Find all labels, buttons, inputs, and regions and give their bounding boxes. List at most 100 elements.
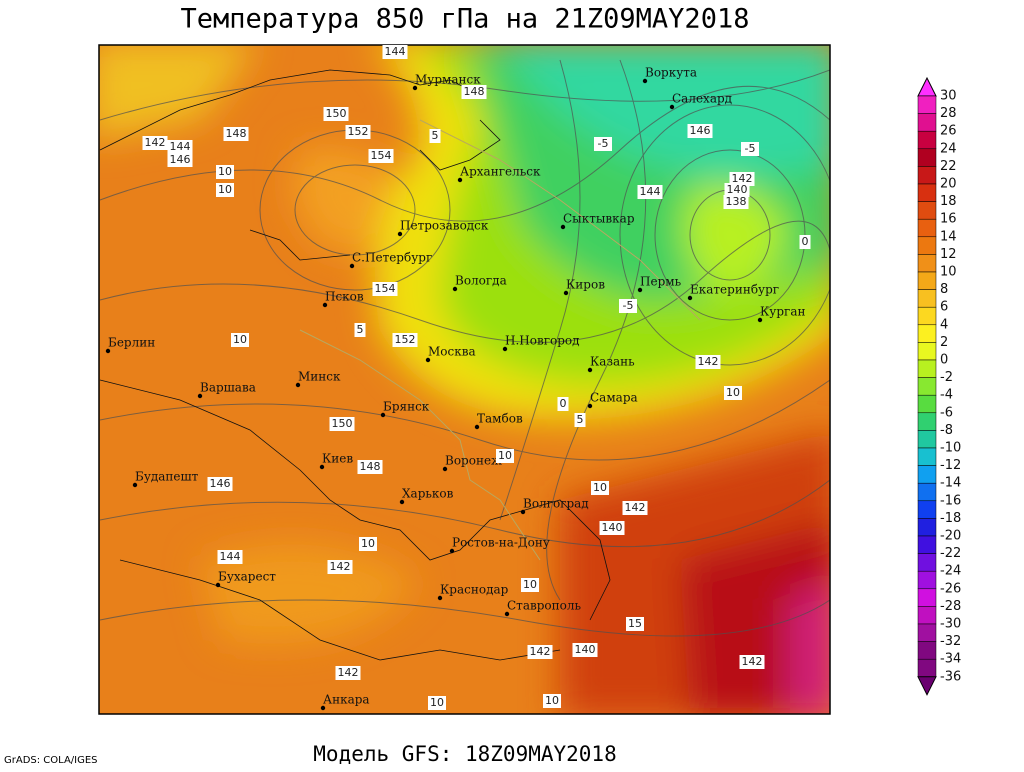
contour-label: 0 <box>802 235 809 248</box>
contour-label-box <box>461 85 487 99</box>
city-label: Ростов-на-Дону <box>452 536 550 550</box>
city-dot <box>560 224 566 230</box>
contour-label: 10 <box>218 165 232 178</box>
contour-label: 10 <box>361 537 375 550</box>
contour-label: 142 <box>338 666 359 679</box>
legend-label: 6 <box>940 300 948 315</box>
contour-label: 144 <box>385 45 406 58</box>
city-label: Воронеж <box>445 454 502 468</box>
legend-label: -14 <box>940 476 961 491</box>
legend-label: 16 <box>940 212 957 227</box>
legend-label: -36 <box>940 669 961 684</box>
city-label: Берлин <box>108 336 155 350</box>
contour-label-box <box>167 153 193 167</box>
contour-label-box <box>591 481 609 495</box>
colorbar-cell <box>917 148 937 167</box>
contour-label: 152 <box>348 125 369 138</box>
city-label: Брянск <box>383 400 430 414</box>
contour-label-box <box>724 183 750 197</box>
model-label: Модель GFS: 18Z09MAY2018 <box>313 742 616 766</box>
contour-label-box <box>622 501 648 515</box>
city-label: Харьков <box>402 487 454 501</box>
contour-label: 0 <box>560 397 567 410</box>
contour-label-box <box>527 645 553 659</box>
city-label: Екатеринбург <box>690 283 779 297</box>
contour-label-box <box>521 578 539 592</box>
city-dot <box>319 464 325 470</box>
legend-label: 18 <box>940 194 957 209</box>
colorbar-cell <box>917 377 937 396</box>
city-dot <box>642 78 648 84</box>
field <box>99 45 830 714</box>
contour-label: 142 <box>530 645 551 658</box>
legend-label: -16 <box>940 493 961 508</box>
contour-label-box <box>496 449 514 463</box>
title: Температура 850 гПа на 21Z09MAY2018 <box>181 4 750 35</box>
legend-label: -34 <box>940 652 961 667</box>
colorbar-cap <box>917 676 937 696</box>
contour-label: -5 <box>623 299 634 312</box>
city-label: Воркута <box>645 66 697 80</box>
colorbar-cell <box>917 166 937 185</box>
contour-label: 10 <box>545 694 559 707</box>
contour-label: 10 <box>218 183 232 196</box>
contour-label: 150 <box>326 107 347 120</box>
contour-label-box <box>382 45 408 59</box>
contour-label-box <box>207 477 233 491</box>
contour-label-box <box>335 666 361 680</box>
legend-label: -8 <box>940 423 953 438</box>
contour-label-box <box>626 617 644 631</box>
city-dot <box>587 367 593 373</box>
city-label: Тамбов <box>477 412 523 426</box>
colorbar-cell <box>917 95 937 114</box>
legend-label: 0 <box>940 353 948 368</box>
colorbar-cell <box>917 306 937 326</box>
contour-label-box <box>729 172 755 186</box>
city-label: Архангельск <box>460 165 541 179</box>
city-label: Бухарест <box>218 570 276 584</box>
city-dot <box>295 382 301 388</box>
city-dot <box>322 302 328 308</box>
colorbar-cell <box>917 658 937 678</box>
colorbar-cell <box>917 447 937 466</box>
city-dot <box>520 509 526 515</box>
city-dot <box>449 548 455 554</box>
colorbar-cell <box>917 130 937 150</box>
city-dot <box>587 403 593 409</box>
contour-label: 148 <box>360 460 381 473</box>
colorbar-cell <box>917 359 937 378</box>
city-label: Краснодар <box>440 583 509 597</box>
legend-label: 4 <box>940 317 948 332</box>
city-dot <box>474 424 480 430</box>
contour-label-box <box>217 550 243 564</box>
contour-label-box <box>572 643 598 657</box>
colorbar-cell <box>917 641 937 660</box>
contour-label: 152 <box>395 333 416 346</box>
contour-label-box <box>392 333 418 347</box>
contour-label: 154 <box>375 282 396 295</box>
contour-label-box <box>428 696 446 710</box>
city-label: Курган <box>760 305 805 319</box>
legend-label: -2 <box>940 370 953 385</box>
city-label: Пермь <box>640 275 682 289</box>
city-label: Анкара <box>323 693 370 707</box>
contour-label-box <box>216 165 234 179</box>
contour-label: 146 <box>210 477 231 490</box>
colorbar-cell <box>917 430 937 449</box>
contour-label-box <box>724 386 742 400</box>
colorbar-cell <box>917 535 937 554</box>
city-label: Сыктывкар <box>563 212 635 226</box>
city-dot <box>637 287 643 293</box>
contour-label-box <box>557 397 569 411</box>
city-label: Киев <box>322 452 353 466</box>
colorbar-cell <box>917 394 937 414</box>
contour-label: 144 <box>640 185 661 198</box>
legend-label: 28 <box>940 106 957 121</box>
contour-label-box <box>223 127 249 141</box>
contour-label: 10 <box>430 696 444 709</box>
city-dot <box>563 290 569 296</box>
contour-label: 140 <box>575 643 596 656</box>
contour-label: 142 <box>732 172 753 185</box>
city-dot <box>397 231 403 237</box>
colorbar-cell <box>917 236 937 255</box>
